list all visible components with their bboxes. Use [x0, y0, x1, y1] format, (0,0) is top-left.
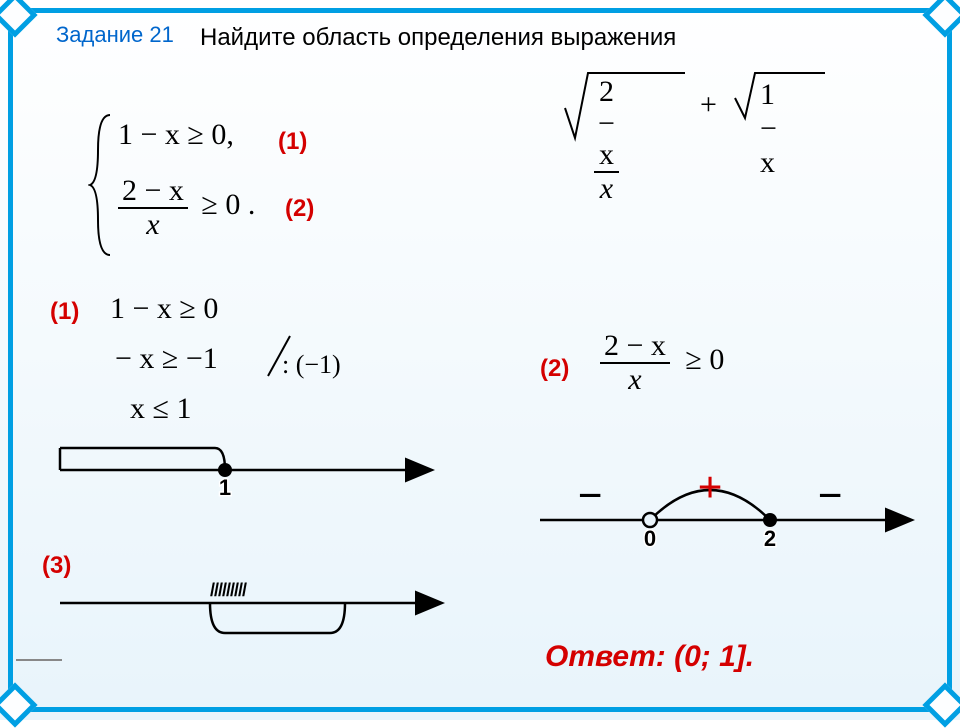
marker-3: (3): [42, 552, 71, 580]
marker-2b: (2): [540, 355, 569, 383]
brace-icon: [88, 110, 118, 260]
solve2-den: x: [628, 363, 641, 396]
sys2-rest: ≥ 0 .: [201, 188, 255, 221]
solve2-rest: ≥ 0: [685, 343, 724, 376]
numline1-pt: 1: [219, 475, 231, 500]
solve1-l1: 1 − x ≥ 0: [110, 292, 218, 326]
answer-label: Ответ: (0; 1].: [545, 640, 754, 674]
solve1-l2: − x ≥ −1: [115, 342, 218, 376]
system-line2: 2 − x x ≥ 0 .: [118, 175, 255, 240]
sys2-num: 2 − x: [118, 175, 188, 209]
sys2-den: x: [146, 208, 159, 241]
numline2-pt0: 0: [644, 526, 656, 551]
marker-2a: (2): [285, 195, 314, 223]
corner-decor: [0, 0, 38, 38]
svg-text:−: −: [817, 471, 842, 520]
instruction-text: Найдите область определения выражения: [200, 24, 676, 52]
numberline-2: 0 2 − + −: [530, 440, 930, 560]
answer-value: (0; 1].: [674, 640, 754, 673]
marker-1a: (1): [278, 128, 307, 156]
svg-text:+: +: [697, 463, 722, 512]
expr-second-radicand: 1 − x: [760, 78, 777, 179]
solve1-div: : (−1): [282, 350, 341, 380]
solve2-num: 2 − x: [600, 330, 670, 364]
numberline-1: 1: [50, 430, 450, 500]
corner-decor: [0, 682, 38, 727]
numline2-pt2: 2: [764, 526, 776, 551]
system-line1: 1 − x ≥ 0,: [118, 118, 234, 152]
expr-frac-den: x: [600, 172, 613, 205]
task-number: Задание 21: [56, 22, 174, 48]
expr-plus: +: [700, 88, 717, 122]
solve1-l3: x ≤ 1: [130, 392, 191, 426]
corner-decor: [922, 0, 960, 38]
svg-text:−: −: [577, 471, 602, 520]
answer-word: Ответ:: [545, 640, 666, 673]
numberline-3: [50, 588, 460, 658]
marker-1b: (1): [50, 298, 79, 326]
solve2: 2 − x x ≥ 0: [600, 330, 724, 395]
expr-frac-num: 2 − x: [598, 75, 615, 171]
footer-line-icon: [16, 650, 66, 670]
corner-decor: [922, 682, 960, 727]
